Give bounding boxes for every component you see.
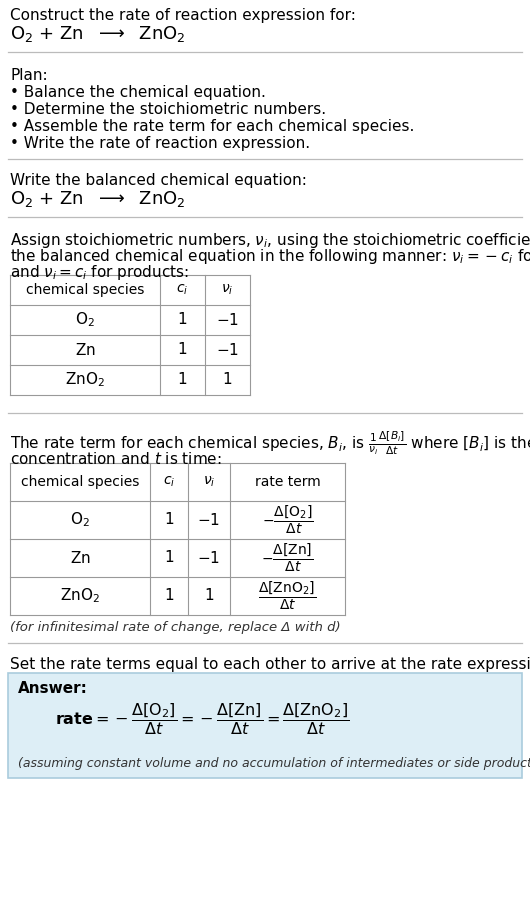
Text: Write the balanced chemical equation:: Write the balanced chemical equation:	[10, 173, 307, 188]
Text: 1: 1	[178, 342, 187, 358]
Text: and $\nu_i = c_i$ for products:: and $\nu_i = c_i$ for products:	[10, 263, 189, 282]
Text: $\mathrm{O_2}$ + Zn  $\longrightarrow$  $\mathrm{ZnO_2}$: $\mathrm{O_2}$ + Zn $\longrightarrow$ $\…	[10, 24, 185, 44]
Text: • Determine the stoichiometric numbers.: • Determine the stoichiometric numbers.	[10, 102, 326, 117]
Text: the balanced chemical equation in the following manner: $\nu_i = -c_i$ for react: the balanced chemical equation in the fo…	[10, 247, 530, 266]
Text: $\nu_i$: $\nu_i$	[203, 475, 215, 490]
Text: Assign stoichiometric numbers, $\nu_i$, using the stoichiometric coefficients, $: Assign stoichiometric numbers, $\nu_i$, …	[10, 231, 530, 250]
Text: $\mathrm{O_2}$: $\mathrm{O_2}$	[75, 310, 95, 329]
Text: 1: 1	[178, 312, 187, 328]
Text: $\mathrm{ZnO_2}$: $\mathrm{ZnO_2}$	[60, 587, 100, 605]
Text: The rate term for each chemical species, $B_i$, is $\frac{1}{\nu_i}\frac{\Delta[: The rate term for each chemical species,…	[10, 429, 530, 457]
Text: 1: 1	[204, 589, 214, 603]
Text: 1: 1	[164, 512, 174, 528]
Text: $\mathrm{Zn}$: $\mathrm{Zn}$	[69, 550, 91, 566]
Text: $\nu_i$: $\nu_i$	[222, 283, 234, 298]
Text: $-1$: $-1$	[216, 342, 239, 358]
Text: (assuming constant volume and no accumulation of intermediates or side products): (assuming constant volume and no accumul…	[18, 757, 530, 770]
Text: 1: 1	[164, 589, 174, 603]
Text: Plan:: Plan:	[10, 68, 48, 83]
Text: Construct the rate of reaction expression for:: Construct the rate of reaction expressio…	[10, 8, 356, 23]
Text: concentration and $t$ is time:: concentration and $t$ is time:	[10, 451, 222, 467]
Text: 1: 1	[223, 372, 232, 388]
Text: $-\dfrac{\Delta[\mathrm{Zn}]}{\Delta t}$: $-\dfrac{\Delta[\mathrm{Zn}]}{\Delta t}$	[261, 541, 314, 574]
Text: Answer:: Answer:	[18, 681, 88, 696]
Text: $c_i$: $c_i$	[163, 475, 175, 490]
Text: chemical species: chemical species	[21, 475, 139, 489]
Text: $\mathrm{O_2}$: $\mathrm{O_2}$	[70, 511, 90, 530]
Text: 1: 1	[164, 551, 174, 565]
Text: $\dfrac{\Delta[\mathrm{ZnO_2}]}{\Delta t}$: $\dfrac{\Delta[\mathrm{ZnO_2}]}{\Delta t…	[258, 580, 316, 612]
Text: • Write the rate of reaction expression.: • Write the rate of reaction expression.	[10, 136, 310, 151]
Text: • Assemble the rate term for each chemical species.: • Assemble the rate term for each chemic…	[10, 119, 414, 134]
Text: • Balance the chemical equation.: • Balance the chemical equation.	[10, 85, 266, 100]
Text: 1: 1	[178, 372, 187, 388]
Text: $-1$: $-1$	[198, 550, 220, 566]
FancyBboxPatch shape	[8, 673, 522, 778]
Text: $-\dfrac{\Delta[\mathrm{O_2}]}{\Delta t}$: $-\dfrac{\Delta[\mathrm{O_2}]}{\Delta t}…	[262, 504, 313, 536]
Text: rate term: rate term	[254, 475, 320, 489]
Text: $\mathbf{rate} = -\dfrac{\Delta[\mathrm{O_2}]}{\Delta t} = -\dfrac{\Delta[\mathr: $\mathbf{rate} = -\dfrac{\Delta[\mathrm{…	[55, 701, 349, 737]
Text: $-1$: $-1$	[198, 512, 220, 528]
Text: $\mathrm{ZnO_2}$: $\mathrm{ZnO_2}$	[65, 370, 105, 389]
Text: $\mathrm{O_2}$ + Zn  $\longrightarrow$  $\mathrm{ZnO_2}$: $\mathrm{O_2}$ + Zn $\longrightarrow$ $\…	[10, 189, 185, 209]
Text: $\mathrm{Zn}$: $\mathrm{Zn}$	[75, 342, 95, 358]
Text: (for infinitesimal rate of change, replace Δ with d): (for infinitesimal rate of change, repla…	[10, 621, 341, 634]
Text: Set the rate terms equal to each other to arrive at the rate expression:: Set the rate terms equal to each other t…	[10, 657, 530, 672]
Text: chemical species: chemical species	[26, 283, 144, 297]
Text: $c_i$: $c_i$	[176, 283, 189, 298]
Text: $-1$: $-1$	[216, 312, 239, 328]
